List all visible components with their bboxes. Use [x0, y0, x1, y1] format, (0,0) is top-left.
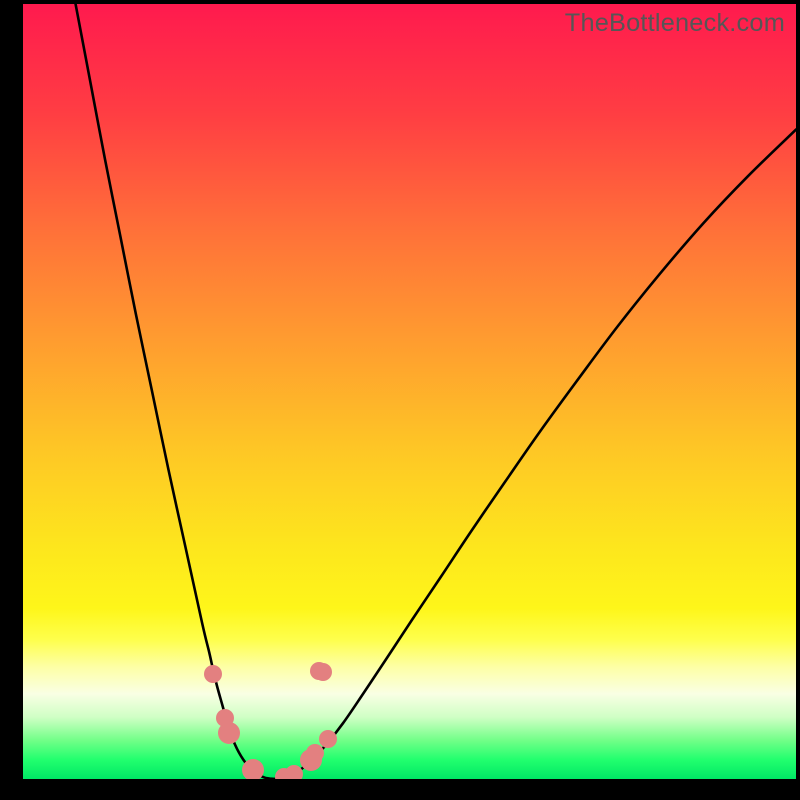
data-marker: [218, 722, 240, 744]
frame-border-right: [796, 0, 800, 800]
watermark-text: TheBottleneck.com: [565, 9, 785, 38]
data-marker: [242, 759, 264, 779]
curve-layer: [23, 4, 796, 779]
curve-left-branch: [76, 4, 275, 779]
data-marker: [285, 765, 303, 779]
data-marker: [306, 744, 324, 762]
chart-plot-area: TheBottleneck.com: [23, 4, 796, 779]
curve-right-branch: [275, 130, 796, 779]
data-marker: [319, 730, 337, 748]
frame-border-left: [0, 0, 23, 800]
data-marker: [314, 663, 332, 681]
data-marker: [204, 665, 222, 683]
frame-border-bottom: [0, 779, 800, 800]
